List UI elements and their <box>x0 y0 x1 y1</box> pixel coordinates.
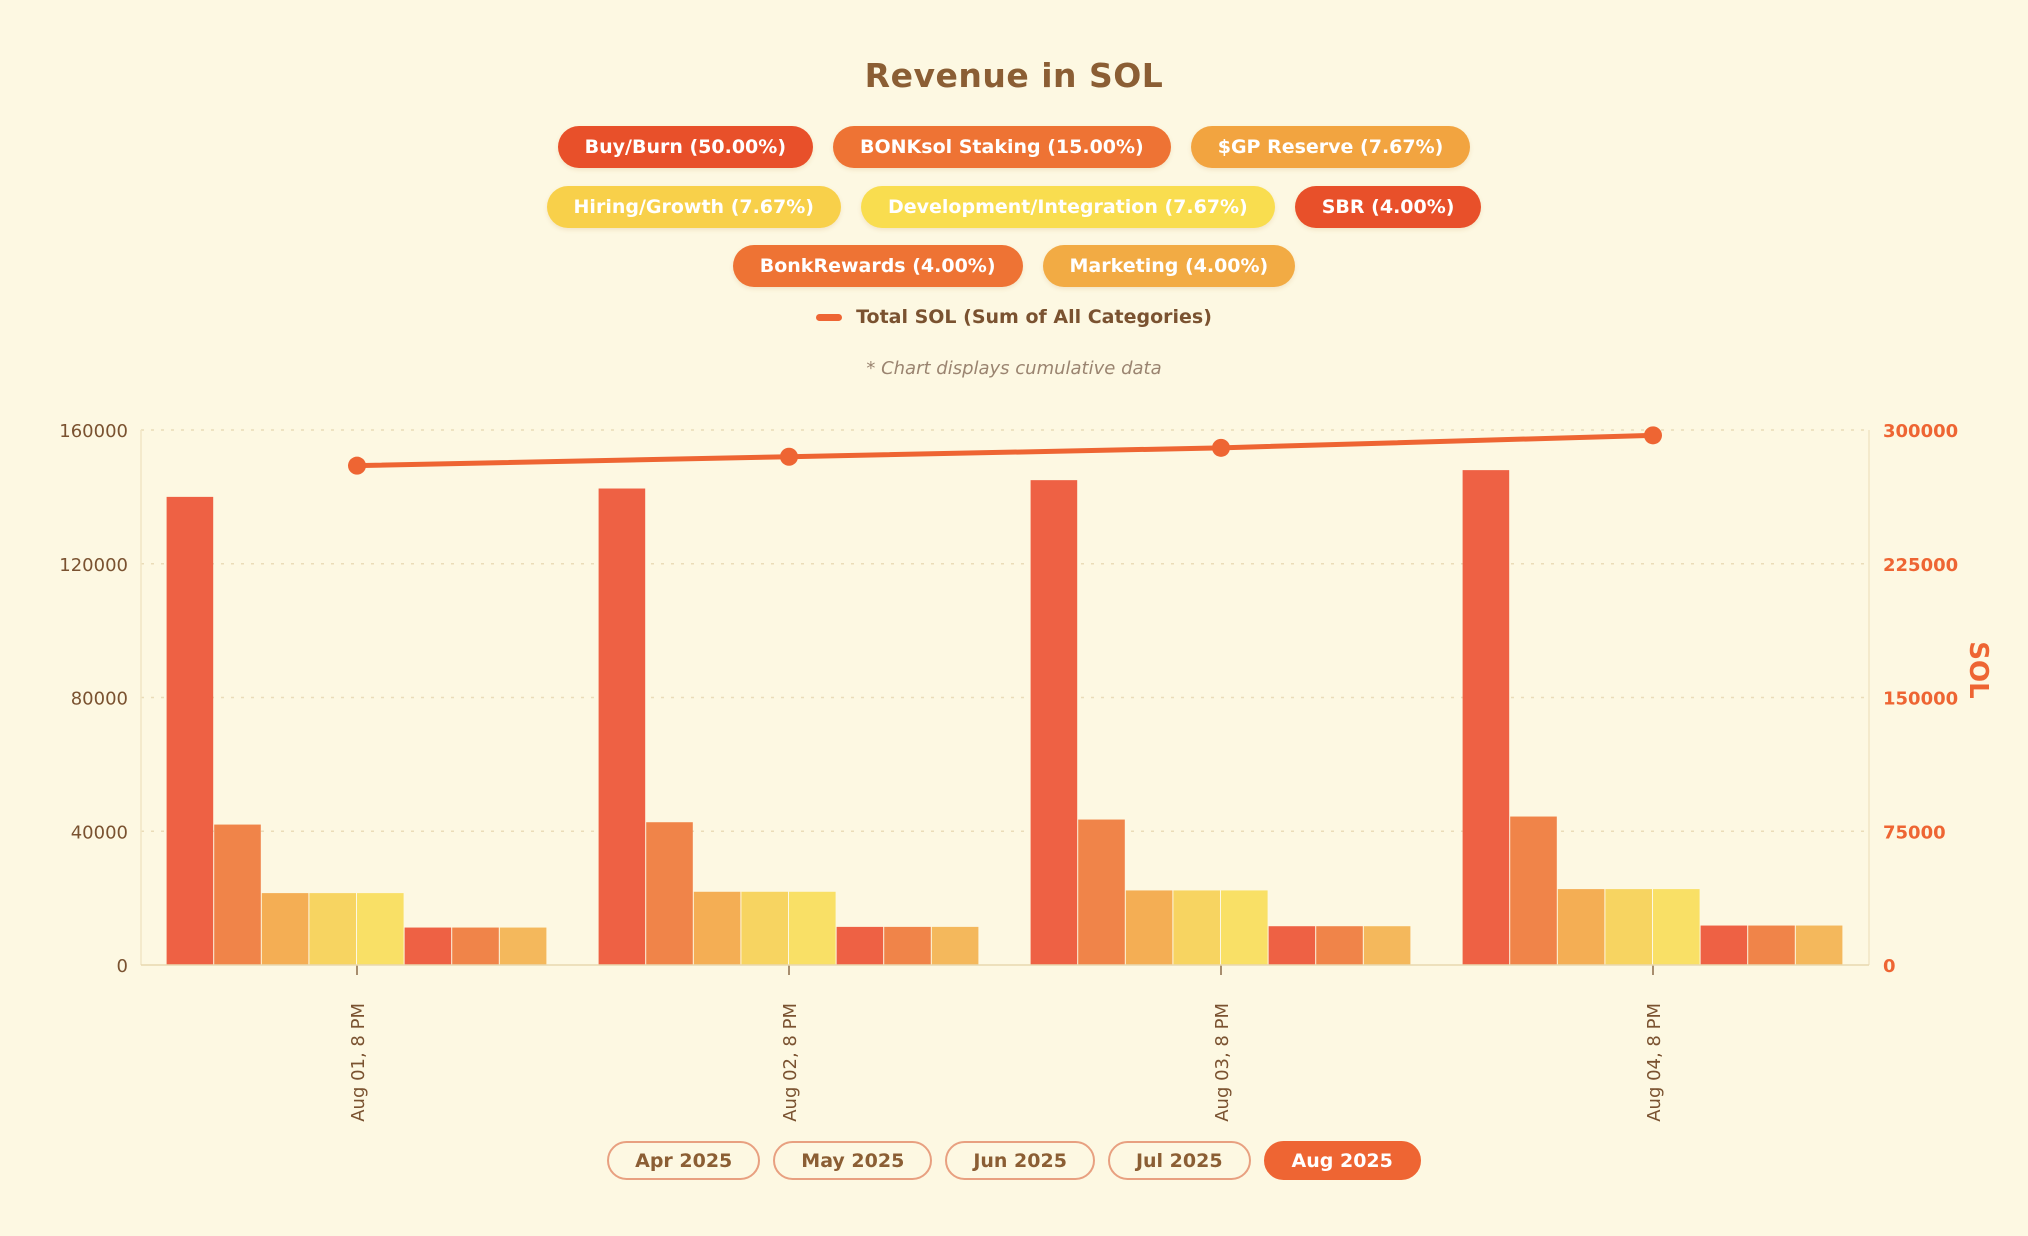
month-button-aug-2025[interactable]: Aug 2025 <box>1263 1141 1421 1180</box>
bar <box>1316 926 1363 965</box>
total-line <box>356 432 1654 469</box>
bar <box>1173 890 1220 965</box>
bar <box>357 893 404 965</box>
bar <box>452 927 499 965</box>
bar <box>598 488 646 965</box>
month-button-jul-2025[interactable]: Jul 2025 <box>1107 1141 1251 1180</box>
bar <box>741 891 788 965</box>
y-tick-left: 40000 <box>71 822 128 843</box>
y-tick-right: 150000 <box>1883 689 1958 710</box>
y-tick-left: 0 <box>117 956 128 977</box>
month-selector: Apr 2025 May 2025 Jun 2025 Jul 2025 Aug … <box>0 1141 2028 1180</box>
legend-row-3: BonkRewards (4.00%) Marketing (4.00%) <box>0 245 2028 287</box>
bar <box>1363 926 1411 965</box>
legend-row-2: Hiring/Growth (7.67%) Development/Integr… <box>0 186 2028 228</box>
legend-pill-development-integration[interactable]: Development/Integration (7.67%) <box>860 186 1275 228</box>
bar <box>309 893 356 965</box>
legend-total-label: Total SOL (Sum of All Categories) <box>856 306 1212 328</box>
legend-pill-buy-burn[interactable]: Buy/Burn (50.00%) <box>557 126 813 168</box>
bar <box>1268 926 1316 965</box>
legend-pill-bonksol-staking[interactable]: BONKsol Staking (15.00%) <box>833 126 1171 168</box>
legend-row-1: Buy/Burn (50.00%) BONKsol Staking (15.00… <box>0 126 2028 168</box>
legend-pill-hiring-growth[interactable]: Hiring/Growth (7.67%) <box>546 186 841 228</box>
bar <box>404 927 452 965</box>
y-tick-right: 300000 <box>1883 421 1958 442</box>
bar <box>836 926 884 965</box>
bar <box>1510 816 1557 965</box>
bar <box>1221 890 1268 965</box>
bar <box>1748 925 1795 965</box>
legend-total[interactable]: Total SOL (Sum of All Categories) <box>0 306 2028 328</box>
chart-note: * Chart displays cumulative data <box>866 358 1162 379</box>
y-tick-left: 120000 <box>59 555 128 576</box>
legend-pill-gp-reserve[interactable]: $GP Reserve (7.67%) <box>1190 126 1471 168</box>
bar <box>499 927 547 965</box>
y-tick-right: 75000 <box>1883 822 1946 843</box>
y-tick-right: 225000 <box>1883 555 1958 576</box>
bar <box>1795 925 1843 965</box>
x-tick-label: Aug 03, 8 PM <box>1212 1003 1233 1122</box>
y-tick-left: 80000 <box>71 689 128 710</box>
bar <box>166 496 214 965</box>
total-point <box>1644 426 1662 445</box>
bar <box>931 926 979 965</box>
y-axis-label-right: SOL <box>1963 641 1993 698</box>
bar <box>214 824 261 965</box>
legend-pill-marketing[interactable]: Marketing (4.00%) <box>1042 245 1296 287</box>
bar <box>1462 470 1510 965</box>
bar <box>1700 925 1748 965</box>
bar <box>1653 889 1700 965</box>
y-tick-left: 160000 <box>59 421 128 442</box>
bar <box>261 893 309 965</box>
legend-total-swatch <box>816 313 843 321</box>
y-tick-right: 0 <box>1883 956 1896 977</box>
bar <box>646 822 693 965</box>
bar <box>789 891 836 965</box>
month-button-apr-2025[interactable]: Apr 2025 <box>607 1141 761 1180</box>
month-button-jun-2025[interactable]: Jun 2025 <box>945 1141 1095 1180</box>
bar <box>1125 890 1173 965</box>
x-tick-label: Aug 02, 8 PM <box>780 1003 801 1122</box>
bar <box>884 926 931 965</box>
chart-title: Revenue in SOL <box>864 56 1164 95</box>
bar <box>1030 480 1078 965</box>
bar <box>1605 889 1652 965</box>
bar <box>693 891 741 965</box>
x-tick-label: Aug 01, 8 PM <box>348 1003 369 1122</box>
total-point <box>348 456 366 475</box>
total-point <box>780 447 798 466</box>
x-tick-label: Aug 04, 8 PM <box>1644 1003 1665 1122</box>
bar <box>1078 819 1125 965</box>
month-button-may-2025[interactable]: May 2025 <box>773 1141 933 1180</box>
bar <box>1557 889 1605 965</box>
legend-pill-sbr[interactable]: SBR (4.00%) <box>1294 186 1482 228</box>
legend-pill-bonkrewards[interactable]: BonkRewards (4.00%) <box>732 245 1023 287</box>
total-point <box>1212 438 1230 457</box>
